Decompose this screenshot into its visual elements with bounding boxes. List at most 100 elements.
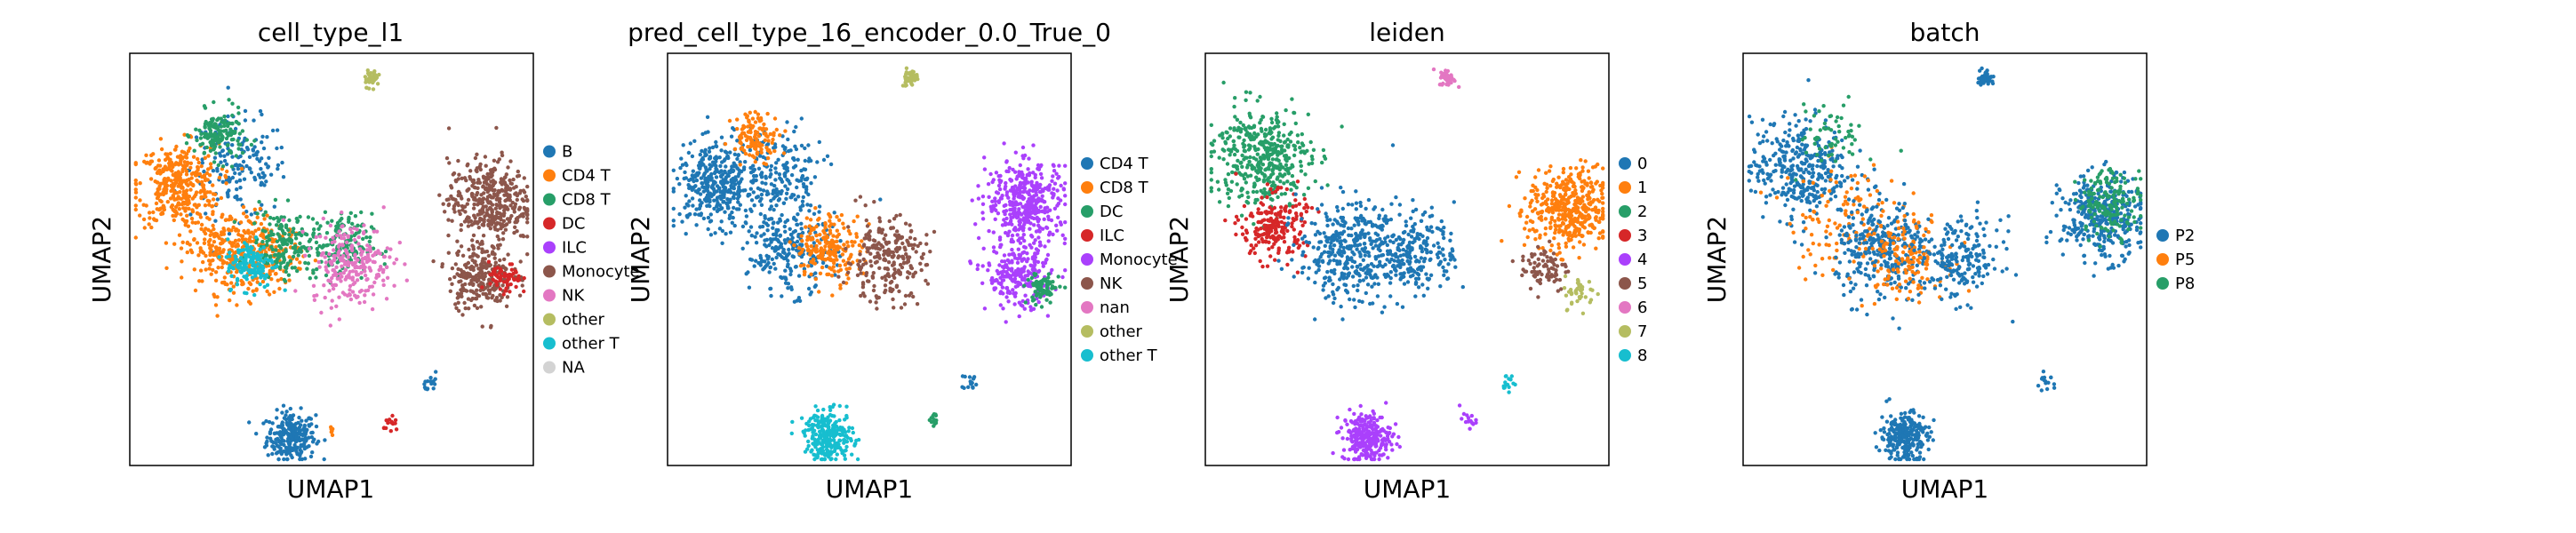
- scatter-point: [276, 253, 280, 258]
- scatter-point: [220, 148, 225, 153]
- scatter-point: [225, 169, 229, 174]
- scatter-point: [991, 245, 996, 250]
- scatter-point: [281, 175, 286, 179]
- scatter-point: [229, 216, 234, 220]
- scatter-point: [800, 243, 804, 247]
- scatter-point: [277, 266, 282, 270]
- scatter-point: [277, 440, 282, 444]
- scatter-point: [259, 166, 263, 171]
- scatter-point: [782, 147, 788, 152]
- scatter-point: [287, 218, 292, 223]
- scatter-point: [316, 227, 321, 231]
- scatter-point: [1038, 243, 1044, 248]
- scatter-point: [198, 136, 204, 140]
- scatter-point: [299, 444, 303, 449]
- scatter-point: [222, 123, 227, 128]
- scatter-point: [167, 161, 172, 166]
- scatter-point: [492, 269, 497, 274]
- scatter-point: [203, 131, 207, 136]
- scatter-point: [178, 155, 182, 160]
- scatter-point: [986, 268, 990, 273]
- scatter-point: [799, 168, 804, 173]
- scatter-point: [347, 292, 352, 297]
- scatter-point: [982, 306, 988, 311]
- scatter-point: [491, 250, 495, 254]
- scatter-point: [244, 254, 248, 259]
- scatter-point: [197, 171, 203, 177]
- scatter-point: [288, 259, 292, 263]
- scatter-point: [374, 273, 380, 277]
- scatter-point: [348, 269, 352, 274]
- scatter-point: [500, 153, 505, 158]
- scatter-point: [219, 241, 223, 246]
- scatter-point: [516, 276, 520, 281]
- scatter-point: [757, 199, 763, 203]
- scatter-point: [382, 262, 387, 266]
- scatter-point: [803, 177, 807, 182]
- scatter-point: [772, 196, 776, 201]
- scatter-point: [809, 244, 813, 249]
- scatter-point: [265, 439, 269, 444]
- scatter-point: [752, 167, 757, 172]
- scatter-point: [474, 297, 479, 301]
- scatter-point: [1052, 206, 1058, 211]
- scatter-point: [368, 268, 373, 273]
- scatter-point: [892, 306, 896, 310]
- scatter-point: [799, 179, 804, 183]
- scatter-point: [307, 239, 312, 243]
- scatter-point: [269, 277, 274, 282]
- scatter-point: [1026, 277, 1030, 282]
- scatter-point: [1034, 229, 1039, 234]
- scatter-point: [454, 306, 459, 310]
- scatter-point: [504, 304, 509, 308]
- scatter-point: [348, 227, 353, 232]
- scatter-point: [736, 200, 740, 204]
- scatter-point: [1040, 194, 1044, 198]
- scatter-point: [788, 268, 794, 274]
- scatter-point: [510, 200, 515, 205]
- scatter-point: [223, 175, 228, 179]
- scatter-point: [994, 251, 999, 255]
- scatter-point: [246, 251, 251, 256]
- scatter-point: [756, 195, 760, 199]
- scatter-point: [778, 133, 782, 138]
- scatter-point: [290, 423, 294, 427]
- scatter-point: [1046, 275, 1051, 280]
- scatter-point: [832, 222, 836, 227]
- scatter-point: [475, 193, 479, 197]
- scatter-point: [484, 249, 490, 254]
- scatter-point: [185, 163, 189, 168]
- scatter-point: [262, 217, 267, 221]
- scatter-point: [205, 198, 210, 203]
- scatter-point: [501, 219, 507, 223]
- scatter-point: [172, 242, 177, 246]
- scatter-point: [239, 248, 244, 253]
- scatter-point: [820, 265, 825, 270]
- scatter-point: [473, 155, 478, 161]
- scatter-point: [219, 129, 223, 133]
- scatter-point: [859, 271, 863, 275]
- scatter-point: [204, 145, 209, 150]
- scatter-point: [473, 219, 477, 224]
- scatter-point: [506, 207, 510, 211]
- scatter-point: [522, 205, 526, 211]
- scatter-point: [908, 290, 914, 296]
- scatter-point: [759, 192, 764, 197]
- scatter-point: [480, 247, 484, 251]
- scatter-point: [695, 173, 700, 178]
- scatter-point: [180, 240, 185, 244]
- scatter-point: [1016, 266, 1020, 272]
- scatter-point: [490, 273, 494, 277]
- scatter-point: [208, 128, 213, 133]
- scatter-point: [997, 237, 1003, 242]
- scatter-point: [251, 289, 255, 293]
- scatter-point: [226, 85, 230, 90]
- scatter-point: [710, 160, 716, 164]
- scatter-point: [211, 197, 216, 202]
- scatter-point: [200, 161, 204, 165]
- scatter-point: [165, 156, 170, 161]
- scatter-point: [499, 269, 503, 274]
- scatter-point: [314, 240, 319, 245]
- scatter-point: [268, 229, 274, 234]
- scatter-point: [754, 173, 758, 179]
